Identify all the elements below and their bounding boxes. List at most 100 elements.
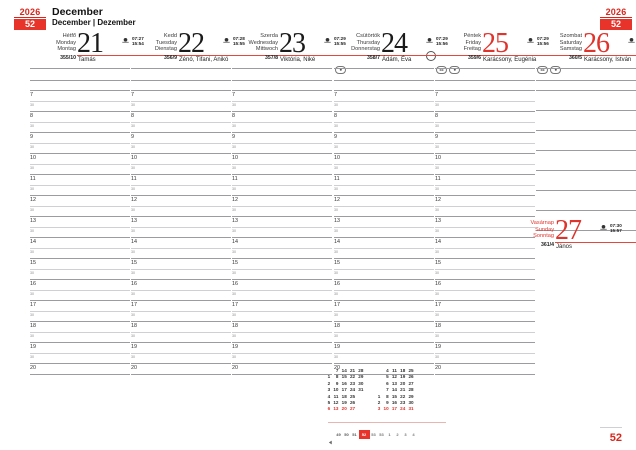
hour-row[interactable]: 9 <box>30 132 130 143</box>
half-hour-row[interactable]: 30 <box>435 268 535 280</box>
half-hour-row[interactable]: 30 <box>334 331 434 343</box>
mini-calendar-day[interactable]: 21 <box>400 387 406 393</box>
hour-row[interactable]: 10 <box>131 153 231 164</box>
mini-calendar-day[interactable]: 11 <box>392 368 397 373</box>
note-line[interactable] <box>30 80 130 92</box>
prev-week-arrow-icon[interactable] <box>328 432 333 445</box>
mini-calendar-day[interactable]: 10 <box>383 406 389 412</box>
mini-calendar-day[interactable]: 7 <box>386 387 389 393</box>
week-number-cell[interactable]: 50 <box>344 432 349 438</box>
hour-row[interactable]: 9 <box>232 132 332 143</box>
day-column-26[interactable] <box>536 68 636 231</box>
half-hour-row[interactable]: 30 <box>232 247 332 259</box>
hour-row[interactable]: 12 <box>232 195 332 206</box>
day-header-25[interactable]: Péntek Friday Freitag 359/6 25 07:29 15:… <box>435 28 590 65</box>
hour-row[interactable]: 8 <box>131 111 231 122</box>
hour-row[interactable]: 7 <box>131 90 231 101</box>
hour-row[interactable]: 12 <box>334 195 434 206</box>
mini-calendar-day[interactable]: 3 <box>327 387 331 393</box>
hour-row[interactable]: 13 <box>30 216 130 227</box>
half-hour-row[interactable]: 30 <box>30 184 130 196</box>
note-line[interactable] <box>536 110 636 130</box>
half-hour-row[interactable]: 30 <box>232 331 332 343</box>
day-header-23[interactable]: Szerda Wednesday Mittwoch 357/8 23 07:29… <box>232 28 387 65</box>
week-number-cell[interactable]: 53 <box>379 432 384 438</box>
hour-row[interactable]: 19 <box>30 342 130 353</box>
hour-row[interactable]: 19 <box>334 342 434 353</box>
half-hour-row[interactable]: 30 <box>232 205 332 217</box>
note-line[interactable] <box>30 68 130 80</box>
mini-calendar-day[interactable]: 14 <box>391 387 397 393</box>
moon-phase-pill[interactable] <box>335 66 346 74</box>
hour-row[interactable]: 8 <box>334 111 434 122</box>
mini-calendar[interactable]: 7 14 21 28 4 11 18 25 1 8 15 22 29 5 12 19 26 2 9 16 23 30 6 13… <box>326 368 446 445</box>
half-hour-row[interactable]: 30 <box>131 331 231 343</box>
mini-calendar-day[interactable]: 19 <box>400 374 406 380</box>
half-hour-row[interactable]: 30 <box>232 226 332 238</box>
half-hour-row[interactable]: 30 <box>334 184 434 196</box>
half-hour-row[interactable]: 30 <box>30 100 130 112</box>
mini-calendar-day[interactable]: 1 <box>377 393 381 399</box>
mini-calendar-day[interactable]: 16 <box>341 380 347 386</box>
half-hour-row[interactable]: 30 <box>334 247 434 259</box>
hour-row[interactable]: 16 <box>435 279 535 290</box>
mini-calendar-day[interactable]: 25 <box>408 368 414 373</box>
mini-calendar-day[interactable]: 27 <box>349 406 356 412</box>
hour-row[interactable]: 14 <box>334 237 434 248</box>
mini-calendar-day[interactable]: 31 <box>408 406 414 412</box>
mini-calendar-day[interactable]: 2 <box>377 400 381 406</box>
marker-pills-24[interactable] <box>335 66 348 74</box>
half-hour-row[interactable]: 30 <box>30 121 130 133</box>
mini-calendar-day[interactable]: 9 <box>386 400 389 406</box>
half-hour-row[interactable]: 30 <box>232 268 332 280</box>
week-number-cell[interactable]: 3 <box>404 432 407 438</box>
hour-row[interactable]: 19 <box>435 342 535 353</box>
mini-calendar-day[interactable]: 25 <box>349 393 356 399</box>
day-header-21[interactable]: Hétfő Monday Montag 355/10 21 07:27 15:5… <box>30 28 185 65</box>
mini-calendar-day[interactable]: 23 <box>400 400 406 406</box>
note-line[interactable] <box>131 80 231 92</box>
half-hour-row[interactable]: 30 <box>334 352 434 364</box>
mini-calendar-day[interactable]: 28 <box>358 368 364 373</box>
hour-row[interactable]: 15 <box>435 258 535 269</box>
hour-row[interactable]: 11 <box>435 174 535 185</box>
mini-calendar-day[interactable]: 6 <box>327 406 331 412</box>
mini-calendar-day[interactable]: 16 <box>391 400 397 406</box>
hour-row[interactable]: 20 <box>435 363 535 374</box>
half-hour-row[interactable]: 30 <box>232 100 332 112</box>
half-hour-row[interactable]: 30 <box>435 184 535 196</box>
half-hour-row[interactable]: 30 <box>334 289 434 301</box>
half-hour-row[interactable]: 30 <box>435 226 535 238</box>
week-number-pill[interactable]: 53 <box>436 66 447 74</box>
mini-calendar-day[interactable]: 15 <box>391 393 397 399</box>
hour-row[interactable]: 15 <box>232 258 332 269</box>
mini-calendar-day[interactable]: 26 <box>408 374 414 380</box>
hour-row[interactable]: 8 <box>30 111 130 122</box>
half-hour-row[interactable]: 30 <box>232 184 332 196</box>
note-line[interactable] <box>232 80 332 92</box>
hour-row[interactable]: 13 <box>435 216 535 227</box>
mini-calendar-day[interactable]: 8 <box>386 393 389 399</box>
mini-calendar-day[interactable]: 2 <box>327 380 331 386</box>
half-hour-row[interactable]: 30 <box>334 205 434 217</box>
half-hour-row[interactable]: 30 <box>232 121 332 133</box>
half-hour-row[interactable]: 30 <box>435 205 535 217</box>
half-hour-row[interactable]: 30 <box>232 163 332 175</box>
half-hour-row[interactable]: 30 <box>435 121 535 133</box>
hour-row[interactable]: 17 <box>131 300 231 311</box>
mini-calendar-day[interactable]: 9 <box>335 380 339 386</box>
half-hour-row[interactable]: 30 <box>435 289 535 301</box>
note-line[interactable] <box>536 190 636 210</box>
mini-calendar-day[interactable]: 17 <box>391 406 397 412</box>
mini-calendar-day[interactable]: 29 <box>358 374 364 380</box>
hour-row[interactable]: 20 <box>334 363 434 374</box>
hour-row[interactable]: 16 <box>232 279 332 290</box>
hour-row[interactable]: 13 <box>131 216 231 227</box>
mini-calendar-day[interactable]: 18 <box>400 368 406 373</box>
hour-row[interactable]: 11 <box>334 174 434 185</box>
half-hour-row[interactable]: 30 <box>131 121 231 133</box>
hour-row[interactable]: 9 <box>131 132 231 143</box>
mini-calendar-day[interactable]: 8 <box>335 374 339 380</box>
week-number-strip[interactable]: 49 50 51 52 53 53 1 2 3 4 <box>328 422 453 445</box>
half-hour-row[interactable]: 30 <box>30 310 130 322</box>
